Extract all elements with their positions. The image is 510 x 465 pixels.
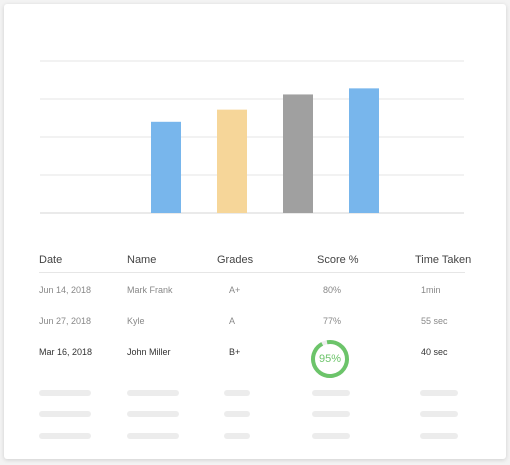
score-ring-value: 95% (318, 353, 342, 365)
score-ring-graphic (311, 340, 349, 378)
row-date: Jun 14, 2018 (39, 285, 92, 295)
chart-bar[interactable] (151, 121, 181, 213)
row-score: 80% (323, 285, 342, 295)
skeleton-placeholder (224, 433, 250, 439)
row-name: Mark Frank (127, 285, 173, 295)
row-time: 40 sec (421, 347, 448, 357)
table-row[interactable]: Jun 27, 2018 Kyle A 77% 55 sec (39, 316, 469, 336)
row-grade: A (229, 316, 236, 326)
skeleton-placeholder (39, 390, 91, 396)
row-date: Mar 16, 2018 (39, 347, 93, 357)
header-time-taken[interactable]: Time Taken (415, 254, 472, 266)
header-name[interactable]: Name (127, 254, 157, 266)
skeleton-placeholder (224, 411, 250, 417)
skeleton-placeholder (39, 411, 91, 417)
header-score[interactable]: Score % (317, 254, 359, 266)
skeleton-placeholder (312, 433, 350, 439)
skeleton-placeholder (39, 433, 91, 439)
table-header: Date Name Grades Score % Time Taken (39, 254, 472, 272)
row-time: 1min (421, 285, 441, 295)
row-score: 77% (323, 316, 342, 326)
row-name: Kyle (127, 316, 145, 326)
skeleton-placeholder (420, 433, 458, 439)
bar-chart (40, 60, 464, 214)
row-time: 55 sec (421, 316, 448, 326)
report-card: Date Name Grades Score % Time Taken Jun … (4, 4, 506, 459)
chart-bar[interactable] (349, 88, 379, 213)
skeleton-placeholder (420, 411, 458, 417)
skeleton-placeholder (312, 411, 350, 417)
header-date[interactable]: Date (39, 254, 63, 266)
row-grade: A+ (229, 285, 241, 295)
score-progress-ring: 95% (309, 338, 351, 380)
skeleton-placeholder (420, 390, 458, 396)
skeleton-placeholder (312, 390, 350, 396)
table-row-highlighted[interactable]: Mar 16, 2018 John Miller B+ 40 sec (39, 347, 469, 367)
skeleton-placeholder (127, 433, 179, 439)
chart-bar[interactable] (283, 94, 313, 213)
table-row[interactable]: Jun 14, 2018 Mark Frank A+ 80% 1min (39, 285, 469, 305)
skeleton-placeholder (224, 390, 250, 396)
row-grade: B+ (229, 347, 241, 357)
chart-area (4, 4, 506, 234)
chart-bar[interactable] (217, 109, 247, 213)
header-divider (39, 272, 465, 273)
header-grades[interactable]: Grades (217, 254, 254, 266)
skeleton-placeholder (127, 411, 179, 417)
row-name: John Miller (127, 347, 171, 357)
row-date: Jun 27, 2018 (39, 316, 92, 326)
skeleton-placeholder (127, 390, 179, 396)
